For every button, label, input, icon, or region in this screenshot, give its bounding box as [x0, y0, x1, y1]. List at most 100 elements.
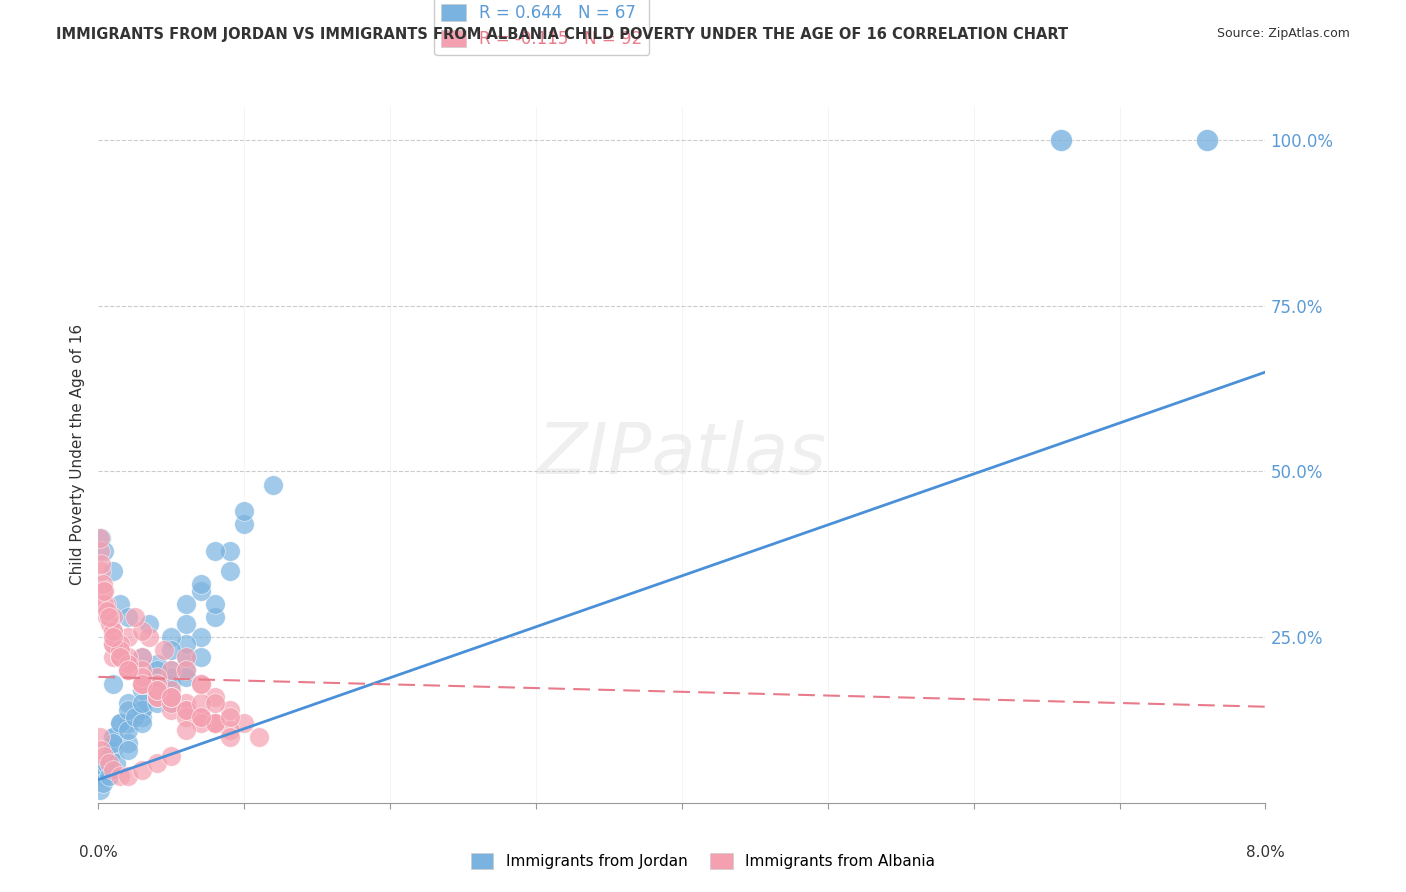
Point: [101, 743, 124, 757]
Point: [117, 663, 139, 677]
Legend: Immigrants from Jordan, Immigrants from Albania: Immigrants from Jordan, Immigrants from …: [464, 847, 942, 875]
Point: [1195, 133, 1218, 147]
Point: [174, 663, 197, 677]
Point: [131, 670, 153, 684]
Point: [146, 670, 169, 684]
Point: [204, 716, 226, 731]
Point: [160, 643, 183, 657]
Point: [146, 683, 169, 698]
Point: [124, 709, 146, 723]
Point: [174, 650, 197, 665]
Point: [117, 743, 139, 757]
Point: [101, 763, 124, 777]
Point: [101, 624, 124, 638]
Point: [101, 730, 124, 744]
Point: [117, 610, 139, 624]
Point: [117, 663, 139, 677]
Point: [146, 676, 169, 690]
Point: [93, 583, 115, 598]
Point: [138, 630, 160, 644]
Point: [174, 703, 197, 717]
Point: [101, 637, 124, 651]
Point: [160, 749, 183, 764]
Point: [117, 769, 139, 783]
Point: [218, 564, 240, 578]
Point: [117, 723, 139, 737]
Point: [117, 697, 139, 711]
Point: [97, 610, 120, 624]
Point: [117, 657, 139, 671]
Point: [131, 676, 153, 690]
Point: [131, 683, 153, 698]
Point: [160, 697, 183, 711]
Point: [110, 650, 132, 665]
Point: [110, 650, 132, 665]
Point: [94, 763, 117, 777]
Point: [174, 597, 197, 611]
Text: IMMIGRANTS FROM JORDAN VS IMMIGRANTS FROM ALBANIA CHILD POVERTY UNDER THE AGE OF: IMMIGRANTS FROM JORDAN VS IMMIGRANTS FRO…: [56, 27, 1069, 42]
Point: [94, 597, 117, 611]
Point: [218, 723, 240, 737]
Point: [174, 663, 197, 677]
Point: [190, 676, 212, 690]
Point: [160, 663, 183, 677]
Point: [190, 676, 212, 690]
Point: [91, 776, 114, 790]
Point: [110, 716, 132, 731]
Point: [146, 690, 169, 704]
Text: Source: ZipAtlas.com: Source: ZipAtlas.com: [1216, 27, 1350, 40]
Point: [131, 709, 153, 723]
Point: [233, 716, 256, 731]
Point: [110, 637, 132, 651]
Point: [1050, 133, 1073, 147]
Point: [93, 597, 115, 611]
Point: [146, 690, 169, 704]
Point: [190, 709, 212, 723]
Point: [160, 697, 183, 711]
Point: [160, 683, 183, 698]
Point: [160, 663, 183, 677]
Point: [174, 670, 197, 684]
Point: [153, 643, 176, 657]
Point: [233, 504, 256, 518]
Point: [204, 610, 226, 624]
Point: [190, 709, 212, 723]
Point: [204, 716, 226, 731]
Point: [90, 564, 112, 578]
Point: [89, 782, 111, 797]
Point: [101, 630, 124, 644]
Point: [131, 676, 153, 690]
Point: [93, 544, 115, 558]
Point: [218, 709, 240, 723]
Point: [160, 703, 183, 717]
Point: [97, 756, 120, 770]
Point: [89, 544, 111, 558]
Point: [90, 558, 112, 572]
Point: [101, 650, 124, 665]
Point: [174, 723, 197, 737]
Point: [101, 736, 124, 750]
Point: [101, 564, 124, 578]
Point: [204, 690, 226, 704]
Point: [110, 643, 132, 657]
Point: [117, 703, 139, 717]
Point: [204, 716, 226, 731]
Point: [110, 716, 132, 731]
Point: [101, 624, 124, 638]
Point: [131, 676, 153, 690]
Text: 0.0%: 0.0%: [79, 845, 118, 860]
Point: [262, 477, 284, 491]
Point: [131, 703, 153, 717]
Point: [190, 650, 212, 665]
Point: [117, 736, 139, 750]
Point: [190, 577, 212, 591]
Point: [91, 769, 114, 783]
Point: [110, 769, 132, 783]
Point: [94, 756, 117, 770]
Point: [204, 597, 226, 611]
Point: [90, 743, 112, 757]
Point: [160, 690, 183, 704]
Point: [204, 544, 226, 558]
Y-axis label: Child Poverty Under the Age of 16: Child Poverty Under the Age of 16: [69, 325, 84, 585]
Point: [204, 697, 226, 711]
